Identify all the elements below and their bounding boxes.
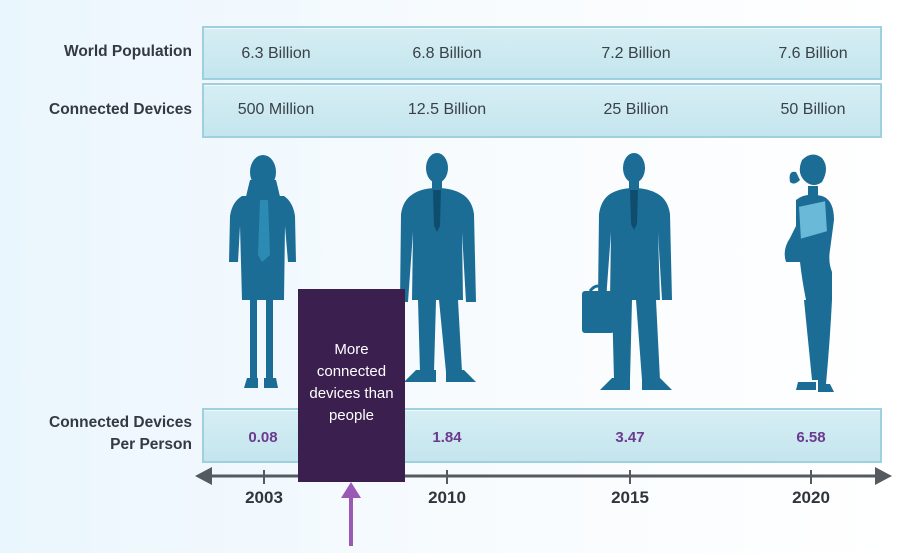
more-devices-callout: More connected devices than people — [298, 289, 405, 482]
world-population-band — [202, 26, 882, 80]
connected-devices-label: Connected Devices — [49, 101, 192, 118]
population-2015: 7.2 Billion — [601, 45, 671, 62]
devices-2010: 12.5 Billion — [407, 101, 487, 118]
callout-line1: More — [334, 341, 369, 358]
right-arrowhead-icon — [875, 467, 892, 485]
connected-devices-band — [202, 83, 882, 138]
year-2003: 2003 — [245, 488, 283, 507]
year-2015: 2015 — [611, 488, 649, 507]
population-2003: 6.3 Billion — [241, 45, 311, 62]
population-2020: 7.6 Billion — [778, 45, 848, 62]
devices-2020: 50 Billion — [780, 101, 846, 118]
woman-folder-silhouette-icon — [784, 154, 834, 392]
world-population-label: World Population — [63, 43, 192, 60]
ratio-2003: 0.08 — [248, 429, 278, 446]
per-person-label-line2: Per Person — [110, 436, 192, 453]
callout-line2: connected — [316, 363, 387, 380]
callout-line4: people — [328, 407, 375, 424]
devices-2015: 25 Billion — [603, 101, 669, 118]
per-person-label-line1: Connected Devices — [49, 414, 192, 431]
year-2020: 2020 — [792, 488, 830, 507]
businessman-briefcase-silhouette-icon — [582, 153, 672, 390]
man-silhouette-icon — [400, 153, 476, 382]
ratio-2020: 6.58 — [796, 429, 826, 446]
left-arrowhead-icon — [195, 467, 212, 485]
ratio-2015: 3.47 — [615, 429, 645, 446]
up-arrow-icon — [341, 482, 361, 546]
year-2010: 2010 — [428, 488, 466, 507]
callout-line3: devices than — [309, 385, 394, 402]
population-2010: 6.8 Billion — [412, 45, 482, 62]
woman-silhouette-icon — [229, 155, 296, 388]
ratio-2010: 1.84 — [432, 429, 462, 446]
per-person-label: Connected Devices Per Person — [49, 412, 192, 456]
devices-2003: 500 Million — [237, 101, 315, 118]
